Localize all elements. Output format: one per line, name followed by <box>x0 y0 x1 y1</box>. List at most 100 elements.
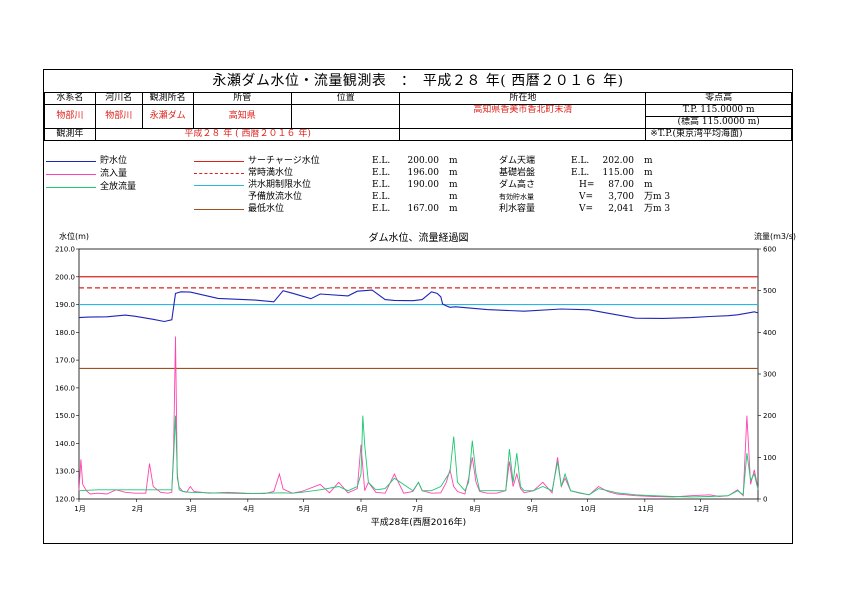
legend-level-preliminary: 予備放流水位 E.L. m <box>194 192 504 203</box>
value-suikei: 物部川 <box>44 104 96 129</box>
legend-label: 洪水期制限水位 <box>248 180 312 190</box>
legend-value: 167.00 <box>407 204 440 214</box>
legend-swatch <box>194 173 244 174</box>
legend-label: 予備放流水位 <box>248 192 303 202</box>
y-right-tick-label: 400 <box>763 329 776 337</box>
spec-unit: m <box>644 180 653 190</box>
x-tick-label: 6月 <box>356 505 367 513</box>
spec-value: 202.00 <box>602 156 635 166</box>
spec-unit: 万m 3 <box>644 204 671 214</box>
legend-value: 200.00 <box>407 156 440 166</box>
legend-label: 貯水位 <box>100 156 128 166</box>
legend-item-inflow: 流入量 <box>44 169 184 180</box>
y-left-tick-label: 150.0 <box>55 412 75 420</box>
chart-title: ダム水位、流量経過図 <box>369 231 469 244</box>
legend-swatch <box>46 187 96 188</box>
spec-value: 2,041 <box>608 204 634 214</box>
legend-level-surcharge: サーチャージ水位 E.L. 200.00 m <box>194 156 504 167</box>
y-left-tick-label: 170.0 <box>55 357 75 365</box>
series-line <box>78 289 759 323</box>
y-left-tick-label: 180.0 <box>55 329 75 337</box>
x-tick-label: 9月 <box>527 505 538 513</box>
x-tick-label: 7月 <box>412 505 423 513</box>
x-tick-label: 3月 <box>186 505 197 513</box>
legend-unit: m <box>449 192 458 202</box>
y-right-tick-label: 0 <box>763 496 767 504</box>
legend-el: E.L. <box>372 204 391 214</box>
spec-crest: ダム天端 E.L. 202.00 m <box>499 156 699 167</box>
spec-value: 87.00 <box>608 180 634 190</box>
legend-item-outflow: 全放流量 <box>44 182 184 193</box>
x-tick-label: 5月 <box>299 505 310 513</box>
spec-key: H= <box>579 180 595 190</box>
legend-el: E.L. <box>372 156 391 166</box>
legend-item-storage-level: 貯水位 <box>44 156 184 167</box>
y-right-tick-label: 200 <box>763 412 776 420</box>
spec-effective-storage: 有効貯水量 V= 3,700 万m 3 <box>499 192 699 203</box>
spec-label: ダム高さ <box>499 180 536 190</box>
y-right-tick-label: 600 <box>763 246 776 254</box>
y-left-tick-label: 130.0 <box>55 468 75 476</box>
value-kansokusho: 永瀬ダム <box>141 104 194 129</box>
x-tick-label: 8月 <box>469 505 480 513</box>
series-line <box>78 336 759 498</box>
spec-foundation: 基礎岩盤 E.L. 115.00 m <box>499 168 699 179</box>
x-tick-label: 12月 <box>694 505 710 513</box>
value-shokan: 高知県 <box>192 104 293 129</box>
spec-value: 3,700 <box>608 192 634 202</box>
legend-unit: m <box>449 180 458 190</box>
spec-label: 利水容量 <box>499 204 536 214</box>
x-axis-label: 平成28年(西暦2016年) <box>371 516 466 528</box>
obs-year-blank <box>399 128 647 141</box>
legend-unit: m <box>449 168 458 178</box>
legend-el: E.L. <box>372 192 391 202</box>
dam-specs: ダム天端 E.L. 202.00 m 基礎岩盤 E.L. 115.00 m ダム… <box>499 156 699 216</box>
legend-level-flood-limit: 洪水期制限水位 E.L. 190.00 m <box>194 180 504 191</box>
plot-area <box>78 248 759 500</box>
legend-el: E.L. <box>372 168 391 178</box>
spec-label: 有効貯水量 <box>499 193 534 201</box>
spec-height: ダム高さ H= 87.00 m <box>499 180 699 191</box>
y-left-tick-label: 200.0 <box>55 273 75 281</box>
legend-value: 190.00 <box>407 180 440 190</box>
legend-swatch <box>194 185 244 186</box>
legend-label: 流入量 <box>100 169 128 179</box>
series-legend: 貯水位 流入量 全放流量 <box>44 156 244 216</box>
legend-swatch <box>194 209 244 210</box>
legend-label: 常時満水位 <box>248 168 294 178</box>
spec-value: 115.00 <box>602 168 635 178</box>
y-left-tick-label: 190.0 <box>55 301 75 309</box>
y-right-tick-label: 500 <box>763 287 776 295</box>
spec-unit: m <box>644 156 653 166</box>
y-left-tick-label: 210.0 <box>55 246 75 254</box>
legend-level-normal: 常時満水位 E.L. 196.00 m <box>194 168 504 179</box>
legend-unit: m <box>449 156 458 166</box>
y-right-label: 流量(m3/s) <box>754 231 796 241</box>
y-left-tick-label: 140.0 <box>55 440 75 448</box>
spec-unit: m <box>644 168 653 178</box>
y-left-label: 水位(m) <box>59 231 89 241</box>
series-line <box>78 415 759 498</box>
legend-swatch <box>46 161 96 162</box>
y-right-tick-label: 100 <box>763 454 776 462</box>
legend-value: 196.00 <box>407 168 440 178</box>
spec-label: 基礎岩盤 <box>499 168 536 178</box>
legend-swatch <box>194 161 244 162</box>
spec-water-use: 利水容量 V= 2,041 万m 3 <box>499 204 699 215</box>
legend-label: 最低水位 <box>248 204 285 214</box>
legend-label: 全放流量 <box>100 182 137 192</box>
info-table: 水系名 河川名 観測所名 所管 位置 所在地 零点高 物部川 物部川 永瀬ダム … <box>44 92 792 141</box>
x-tick-label: 2月 <box>132 505 143 513</box>
y-left-tick-label: 160.0 <box>55 384 75 392</box>
y-left-tick-label: 120.0 <box>55 496 75 504</box>
legend-label: サーチャージ水位 <box>248 156 320 166</box>
x-tick-label: 10月 <box>580 505 596 513</box>
x-tick-label: 1月 <box>74 505 85 513</box>
x-tick-label: 4月 <box>243 505 254 513</box>
spec-key: E.L. <box>571 168 590 178</box>
spec-unit: 万m 3 <box>644 192 671 202</box>
legend-unit: m <box>449 204 458 214</box>
spec-label: ダム天端 <box>499 156 536 166</box>
legend-level-minimum: 最低水位 E.L. 167.00 m <box>194 204 504 215</box>
